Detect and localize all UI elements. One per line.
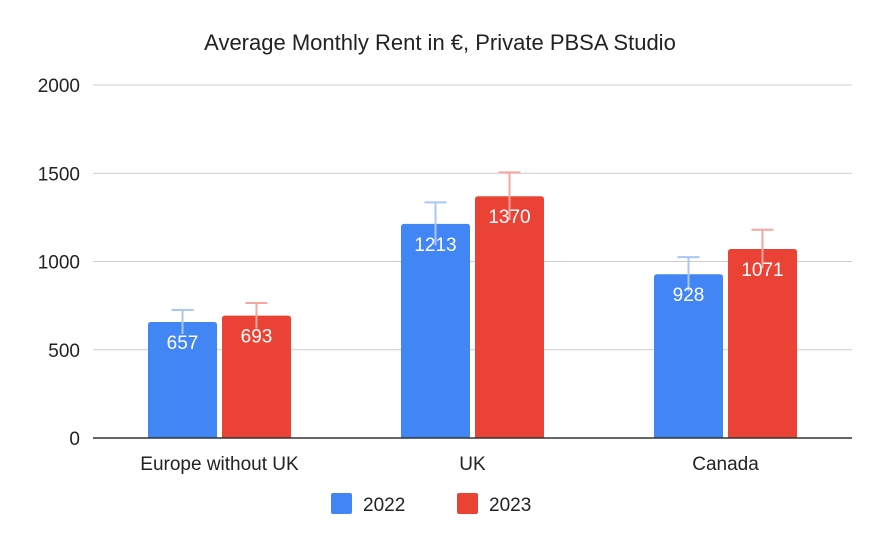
data-label: 1370 [488,207,530,228]
data-labels: 657 693 1213 1370 928 1071 [167,207,784,354]
legend-swatch [457,493,478,514]
legend-label: 2023 [489,495,531,516]
gridlines [93,84,852,351]
bars [148,196,797,438]
y-tick-label: 500 [48,341,80,362]
x-tick-label: Canada [692,454,759,475]
data-label: 1071 [741,260,783,281]
data-label: 657 [167,333,199,354]
bar [475,196,544,438]
y-tick-label: 1000 [38,253,80,274]
data-label: 693 [241,327,273,348]
y-axis-ticks: 0 500 1000 1500 2000 [38,76,80,450]
data-label: 1213 [414,235,456,256]
bar [728,248,797,438]
legend: 2022 2023 [331,493,531,516]
bar [654,274,723,438]
bar [148,322,217,438]
chart-title: Average Monthly Rent in €, Private PBSA … [204,30,676,55]
error-bars [171,171,774,335]
x-tick-label: UK [459,454,486,475]
legend-label: 2022 [363,495,405,516]
bar [222,315,291,438]
x-axis-categories: Europe without UK UK Canada [140,454,759,475]
y-tick-label: 1500 [38,164,80,185]
y-tick-label: 0 [69,429,80,450]
bar [401,223,470,438]
x-tick-label: Europe without UK [140,454,299,475]
y-tick-label: 2000 [38,76,80,97]
data-label: 928 [673,285,705,306]
legend-swatch [331,493,352,514]
